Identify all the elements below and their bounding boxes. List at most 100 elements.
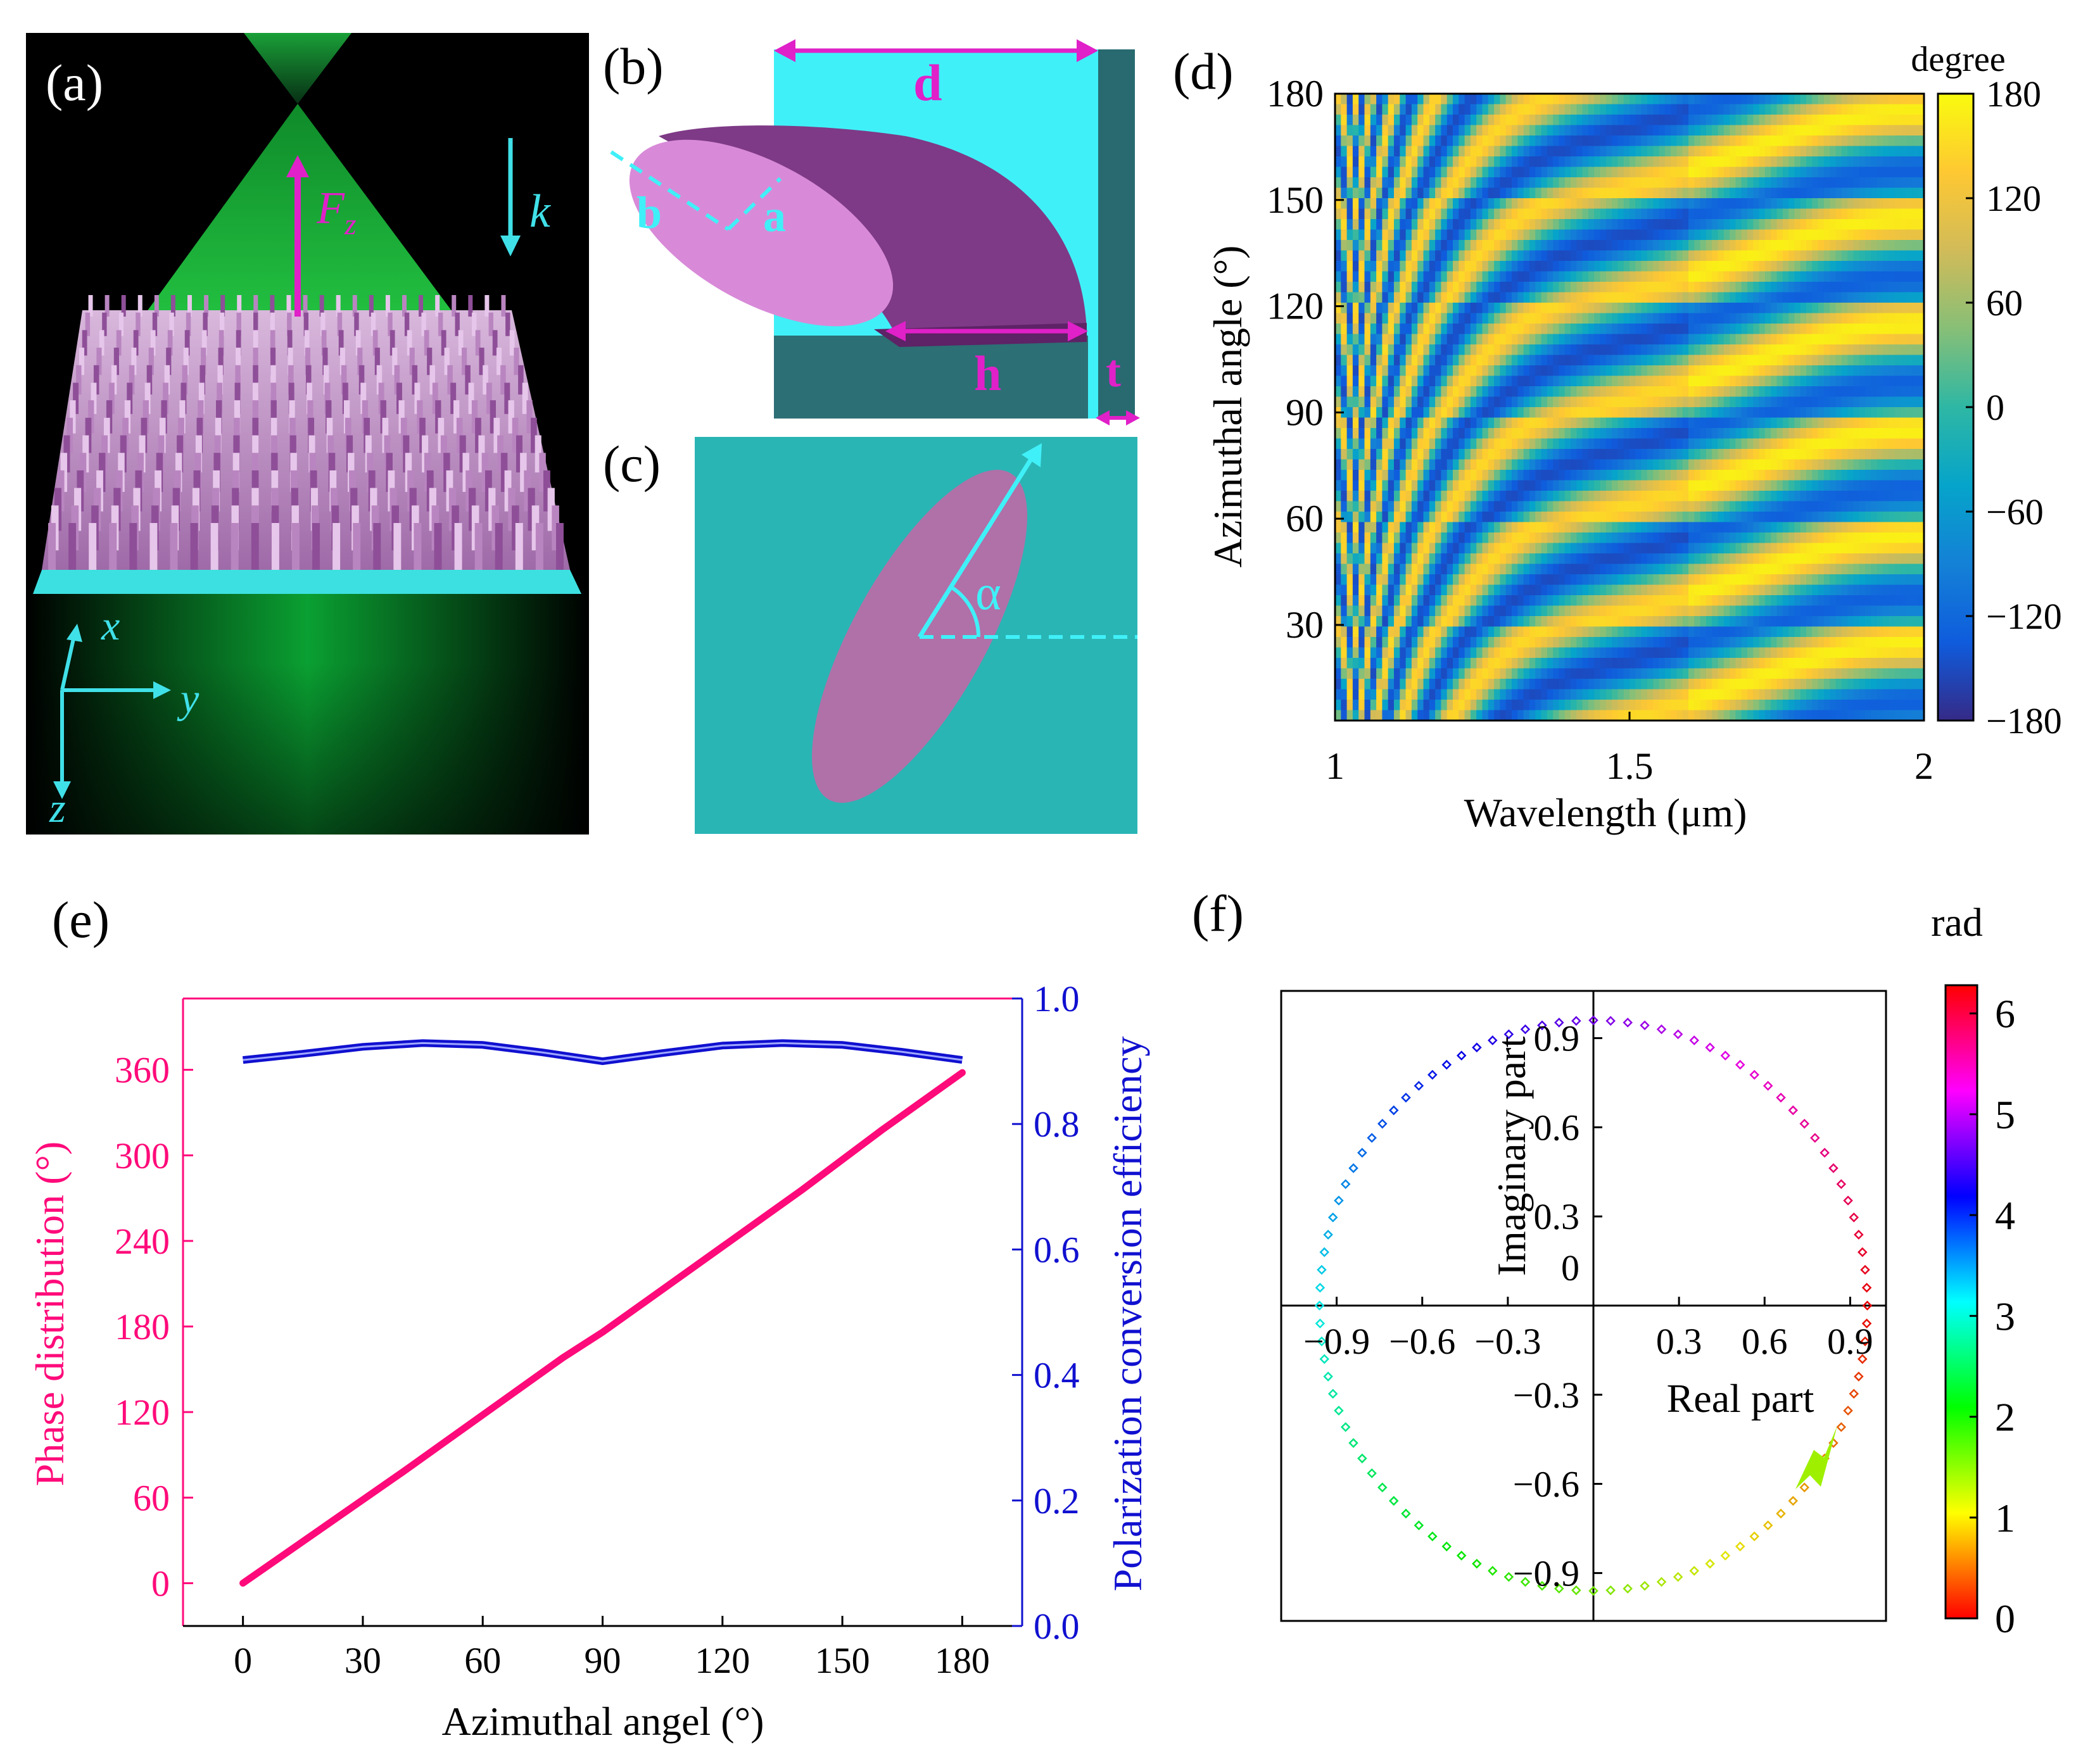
heatmap-cell	[1835, 313, 1842, 324]
heatmap-cell	[1718, 104, 1725, 115]
heatmap-cell	[1470, 282, 1477, 293]
heatmap-cell	[1847, 334, 1854, 345]
heatmap-cell	[1830, 146, 1837, 157]
heatmap-cell	[1630, 355, 1636, 366]
heatmap-cell	[1635, 334, 1642, 345]
heatmap-cell	[1865, 198, 1871, 210]
heatmap-cell	[1429, 564, 1436, 575]
heatmap-cell	[1918, 198, 1925, 210]
heatmap-cell	[1358, 344, 1365, 356]
heatmap-cell	[1494, 167, 1500, 178]
heatmap-cell	[1612, 282, 1618, 293]
heatmap-cell	[1464, 292, 1471, 303]
heatmap-cell	[1800, 480, 1807, 491]
heatmap-cell	[1700, 324, 1707, 335]
heatmap-cell	[1411, 125, 1418, 136]
heatmap-cell	[1341, 229, 1348, 241]
heatmap-cell	[1335, 480, 1341, 491]
heatmap-cell	[1688, 480, 1695, 491]
heatmap-cell	[1600, 470, 1607, 481]
heatmap-cell	[1841, 355, 1848, 366]
heatmap-cell	[1877, 375, 1883, 387]
heatmap-cell	[1358, 543, 1365, 554]
nanopillar	[231, 523, 239, 570]
heatmap-cell	[1630, 198, 1636, 210]
heatmap-cell	[1859, 240, 1866, 251]
heatmap-cell	[1482, 459, 1489, 470]
heatmap-cell	[1553, 208, 1559, 220]
heatmap-cell	[1482, 208, 1489, 220]
heatmap-cell	[1382, 553, 1389, 565]
heatmap-cell	[1346, 229, 1353, 241]
heatmap-cell	[1906, 135, 1913, 147]
heatmap-cell	[1682, 355, 1689, 366]
heatmap-cell	[1435, 271, 1441, 282]
heatmap-cell	[1676, 135, 1683, 147]
heatmap-cell	[1764, 177, 1771, 189]
heatmap-cell	[1394, 292, 1400, 303]
heatmap-cell	[1600, 261, 1607, 272]
heatmap-cell	[1494, 94, 1500, 105]
heatmap-cell	[1411, 334, 1418, 345]
heatmap-cell	[1841, 208, 1848, 220]
heatmap-cell	[1647, 543, 1654, 554]
heatmap-cell	[1335, 470, 1341, 481]
heatmap-cell	[1429, 543, 1436, 554]
heatmap-cell	[1853, 355, 1860, 366]
heatmap-cell	[1441, 250, 1448, 261]
nanopillar	[472, 312, 477, 336]
heatmap-cell	[1417, 167, 1424, 178]
heatmap-cell	[1600, 94, 1607, 105]
heatmap-cell	[1853, 438, 1860, 450]
heatmap-cell	[1482, 187, 1489, 199]
heatmap-cell	[1706, 532, 1712, 544]
nanopillar	[504, 382, 510, 414]
heatmap-cell	[1446, 187, 1453, 199]
heatmap-cell	[1912, 229, 1919, 241]
thickness-t-head-right	[1126, 410, 1140, 425]
heatmap-cell	[1818, 407, 1825, 419]
heatmap-cell	[1830, 344, 1837, 356]
heatmap-cell	[1871, 156, 1878, 168]
heatmap-cell	[1617, 135, 1624, 147]
nanopillar	[190, 523, 198, 570]
heatmap-cell	[1482, 344, 1489, 356]
heatmap-cell	[1464, 396, 1471, 408]
heatmap-cell	[1617, 229, 1624, 241]
heatmap-cell	[1741, 459, 1748, 470]
heatmap-cell	[1623, 229, 1630, 241]
heatmap-cell	[1865, 187, 1871, 199]
heatmap-cell	[1859, 229, 1866, 241]
heatmap-cell	[1529, 491, 1536, 502]
heatmap-cell	[1535, 177, 1542, 189]
heatmap-cell	[1494, 219, 1500, 230]
heatmap-cell	[1882, 156, 1889, 168]
heatmap-cell	[1859, 407, 1866, 419]
heatmap-cell	[1918, 282, 1925, 293]
heatmap-cell	[1641, 334, 1648, 345]
heatmap-cell	[1782, 532, 1789, 544]
heatmap-cell	[1841, 522, 1848, 533]
heatmap-cell	[1753, 344, 1760, 356]
heatmap-cell	[1571, 94, 1577, 105]
nanopillar	[154, 295, 159, 317]
heatmap-cell	[1682, 313, 1689, 324]
heatmap-cell	[1659, 104, 1666, 115]
heatmap-cell	[1405, 449, 1412, 460]
heatmap-cell	[1700, 375, 1707, 387]
heatmap-cell	[1865, 459, 1871, 470]
heatmap-cell	[1623, 553, 1630, 565]
heatmap-cell	[1364, 250, 1371, 261]
heatmap-cell	[1682, 115, 1689, 126]
heatmap-cell	[1559, 261, 1566, 272]
heatmap-cell	[1641, 177, 1648, 189]
heatmap-cell	[1694, 375, 1701, 387]
heatmap-cell	[1853, 240, 1860, 251]
heatmap-cell	[1723, 303, 1730, 314]
heatmap-cell	[1394, 146, 1400, 157]
heatmap-cell	[1411, 229, 1418, 241]
heatmap-cell	[1559, 334, 1566, 345]
heatmap-cell	[1671, 240, 1677, 251]
heatmap-cell	[1688, 449, 1695, 460]
heatmap-cell	[1900, 522, 1907, 533]
